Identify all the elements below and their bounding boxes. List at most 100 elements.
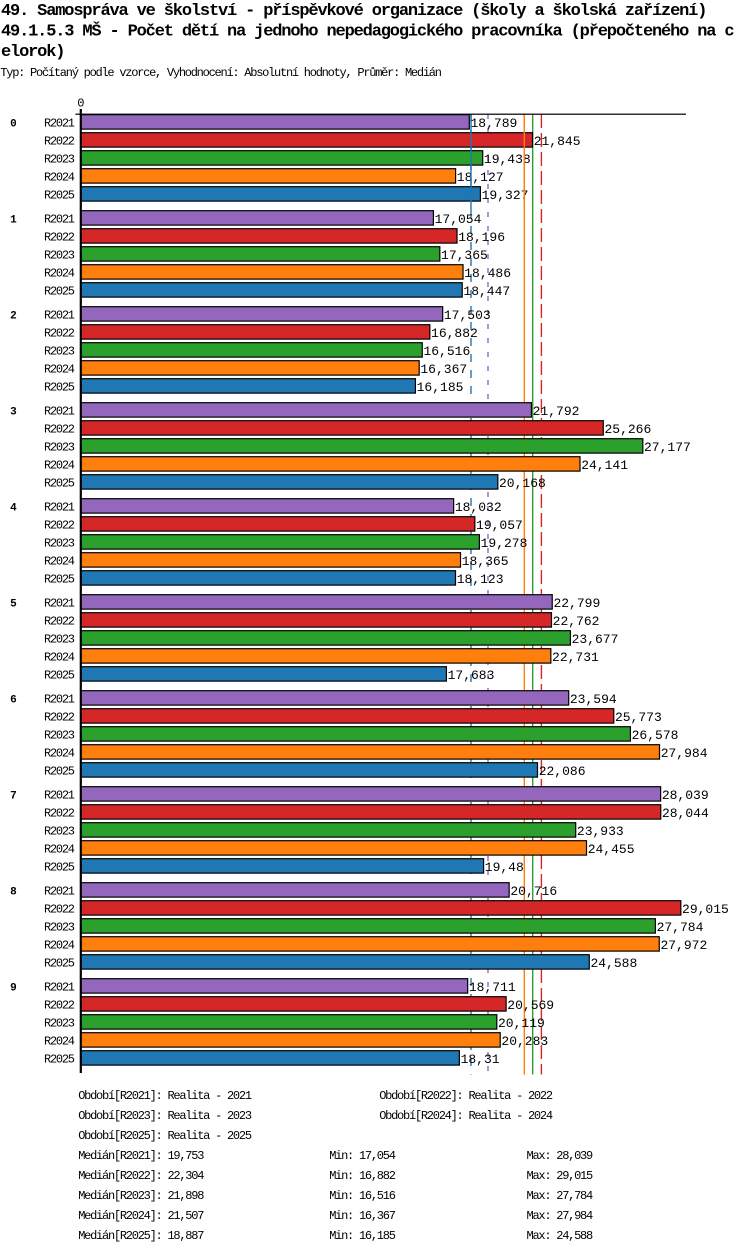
svg-text:R2025: R2025: [44, 381, 75, 395]
svg-text:5: 5: [10, 598, 17, 610]
svg-text:R2025: R2025: [44, 861, 75, 875]
svg-text:Medián[R2025]: 18,887: Medián[R2025]: 18,887: [78, 1229, 204, 1243]
svg-text:Min: 16,882: Min: 16,882: [329, 1169, 396, 1183]
svg-text:R2023: R2023: [44, 633, 75, 647]
svg-text:R2021: R2021: [44, 501, 75, 515]
svg-text:28,044: 28,044: [662, 806, 709, 821]
svg-text:18,123: 18,123: [457, 572, 504, 587]
svg-text:Min: 16,185: Min: 16,185: [329, 1229, 396, 1243]
svg-text:R2024: R2024: [44, 939, 75, 953]
svg-text:27,177: 27,177: [644, 440, 691, 455]
svg-text:Min: 17,054: Min: 17,054: [329, 1149, 396, 1163]
svg-text:18,486: 18,486: [464, 266, 511, 281]
svg-text:R2022: R2022: [44, 615, 75, 629]
svg-text:R2023: R2023: [44, 153, 75, 167]
svg-text:Max: 24,588: Max: 24,588: [527, 1229, 594, 1243]
svg-text:18,31: 18,31: [461, 1052, 500, 1067]
svg-text:0: 0: [10, 118, 17, 130]
svg-text:R2021: R2021: [44, 309, 75, 323]
svg-text:R2021: R2021: [44, 405, 75, 419]
svg-text:20,168: 20,168: [499, 476, 546, 491]
svg-text:24,588: 24,588: [590, 956, 637, 971]
svg-text:25,773: 25,773: [615, 710, 662, 725]
svg-text:18,032: 18,032: [455, 500, 502, 515]
svg-text:Medián[R2022]: 22,304: Medián[R2022]: 22,304: [78, 1169, 204, 1183]
svg-text:R2024: R2024: [44, 459, 75, 473]
svg-text:R2024: R2024: [44, 267, 75, 281]
svg-text:R2021: R2021: [44, 117, 75, 131]
svg-text:22,762: 22,762: [553, 614, 600, 629]
svg-text:2: 2: [10, 310, 17, 322]
svg-text:24,141: 24,141: [581, 458, 628, 473]
svg-text:R2021: R2021: [44, 981, 75, 995]
svg-text:R2022: R2022: [44, 135, 75, 149]
svg-text:21,792: 21,792: [533, 404, 580, 419]
svg-text:R2022: R2022: [44, 807, 75, 821]
svg-text:R2023: R2023: [44, 537, 75, 551]
svg-text:R2022: R2022: [44, 231, 75, 245]
svg-text:25,266: 25,266: [604, 422, 651, 437]
svg-text:17,054: 17,054: [435, 212, 482, 227]
svg-text:R2025: R2025: [44, 669, 75, 683]
svg-text:18,447: 18,447: [463, 284, 510, 299]
svg-text:R2022: R2022: [44, 711, 75, 725]
svg-text:R2023: R2023: [44, 825, 75, 839]
svg-text:R2025: R2025: [44, 1053, 75, 1067]
svg-text:Medián[R2024]: 21,507: Medián[R2024]: 21,507: [78, 1209, 204, 1223]
svg-text:R2025: R2025: [44, 573, 75, 587]
svg-text:24,455: 24,455: [588, 842, 635, 857]
svg-text:R2021: R2021: [44, 693, 75, 707]
svg-text:8: 8: [10, 886, 17, 898]
svg-text:23,933: 23,933: [577, 824, 624, 839]
svg-text:18,789: 18,789: [470, 116, 517, 131]
svg-text:R2022: R2022: [44, 999, 75, 1013]
svg-text:R2021: R2021: [44, 597, 75, 611]
svg-text:49. Samospráva ve školství - p: 49. Samospráva ve školství - příspěvkové…: [1, 2, 706, 21]
svg-text:Max: 28,039: Max: 28,039: [527, 1149, 594, 1163]
svg-text:R2025: R2025: [44, 765, 75, 779]
svg-text:R2022: R2022: [44, 519, 75, 533]
svg-text:18,196: 18,196: [458, 230, 505, 245]
svg-text:Max: 27,784: Max: 27,784: [527, 1189, 594, 1203]
svg-text:19,48: 19,48: [485, 860, 524, 875]
svg-text:27,972: 27,972: [660, 938, 707, 953]
svg-text:R2025: R2025: [44, 285, 75, 299]
svg-text:19,327: 19,327: [482, 188, 529, 203]
svg-text:16,882: 16,882: [431, 326, 478, 341]
svg-text:Období[R2025]: Realita - 2025: Období[R2025]: Realita - 2025: [78, 1129, 252, 1143]
svg-text:17,365: 17,365: [441, 248, 488, 263]
svg-text:R2022: R2022: [44, 327, 75, 341]
svg-text:Období[R2022]: Realita - 2022: Období[R2022]: Realita - 2022: [379, 1089, 553, 1103]
svg-text:1: 1: [10, 214, 17, 226]
svg-text:R2021: R2021: [44, 789, 75, 803]
svg-text:R2024: R2024: [44, 747, 75, 761]
svg-text:R2024: R2024: [44, 555, 75, 569]
svg-text:21,845: 21,845: [534, 134, 581, 149]
svg-text:R2023: R2023: [44, 1017, 75, 1031]
svg-text:R2024: R2024: [44, 363, 75, 377]
svg-text:R2023: R2023: [44, 441, 75, 455]
svg-text:R2025: R2025: [44, 477, 75, 491]
svg-text:16,367: 16,367: [420, 362, 467, 377]
svg-text:16,185: 16,185: [417, 380, 464, 395]
svg-text:9: 9: [10, 982, 17, 994]
svg-text:19,057: 19,057: [476, 518, 523, 533]
svg-text:19,438: 19,438: [484, 152, 531, 167]
svg-text:18,711: 18,711: [469, 980, 516, 995]
svg-text:R2024: R2024: [44, 1035, 75, 1049]
svg-text:0: 0: [77, 97, 84, 111]
svg-text:R2025: R2025: [44, 957, 75, 971]
svg-text:Max: 27,984: Max: 27,984: [527, 1209, 594, 1223]
svg-text:Období[R2024]: Realita - 2024: Období[R2024]: Realita - 2024: [379, 1109, 553, 1123]
svg-text:R2023: R2023: [44, 921, 75, 935]
svg-text:elorok): elorok): [1, 43, 64, 62]
svg-text:Typ: Počítaný podle vzorce, Vy: Typ: Počítaný podle vzorce, Vyhodnocení:…: [0, 66, 441, 80]
svg-text:22,799: 22,799: [553, 596, 600, 611]
svg-text:7: 7: [10, 790, 17, 802]
svg-text:29,015: 29,015: [682, 902, 729, 917]
svg-text:23,677: 23,677: [572, 632, 619, 647]
svg-text:Min: 16,367: Min: 16,367: [329, 1209, 396, 1223]
svg-text:R2023: R2023: [44, 729, 75, 743]
svg-text:R2025: R2025: [44, 189, 75, 203]
svg-text:17,683: 17,683: [448, 668, 495, 683]
